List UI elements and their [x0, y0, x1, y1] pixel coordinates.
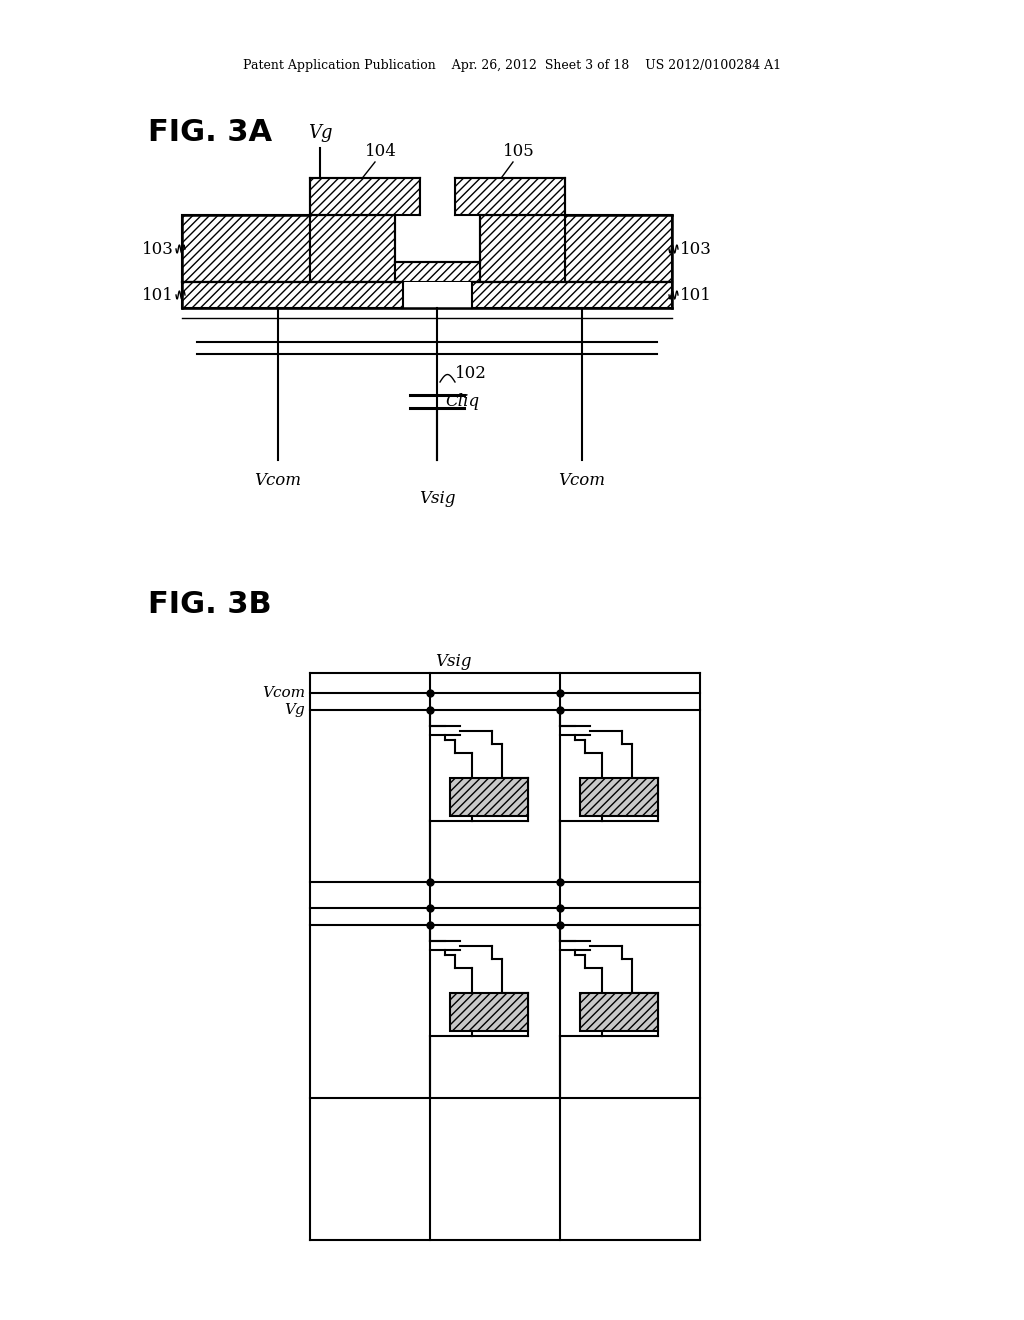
Text: FIG. 3B: FIG. 3B — [148, 590, 271, 619]
Bar — [450, 993, 528, 1031]
Text: Vcom: Vcom — [558, 473, 605, 488]
Text: 101: 101 — [142, 286, 174, 304]
Bar — [580, 993, 658, 1031]
Bar — [310, 215, 395, 282]
Bar — [420, 178, 455, 215]
Text: 104: 104 — [365, 143, 397, 160]
Bar — [565, 215, 672, 282]
Text: Cliq: Cliq — [445, 393, 479, 411]
Bar — [182, 319, 672, 370]
Text: FIG. 3A: FIG. 3A — [148, 117, 272, 147]
Text: 102: 102 — [455, 366, 486, 381]
Bar — [403, 282, 472, 308]
Bar — [182, 282, 672, 308]
Text: Vcom: Vcom — [262, 686, 305, 700]
Bar — [310, 178, 420, 215]
Bar — [580, 777, 658, 816]
Bar — [395, 261, 480, 282]
Text: 105: 105 — [503, 143, 535, 160]
Text: Vg: Vg — [308, 124, 332, 143]
Text: 101: 101 — [680, 286, 712, 304]
Bar — [182, 215, 310, 282]
Bar — [480, 215, 565, 282]
Bar — [455, 178, 565, 215]
Bar — [450, 777, 528, 816]
Text: Vsig: Vsig — [419, 490, 456, 507]
Text: Patent Application Publication    Apr. 26, 2012  Sheet 3 of 18    US 2012/010028: Patent Application Publication Apr. 26, … — [243, 58, 781, 71]
Text: 103: 103 — [142, 240, 174, 257]
Text: Vg: Vg — [285, 704, 305, 717]
Text: Vcom: Vcom — [255, 473, 301, 488]
Text: 103: 103 — [680, 240, 712, 257]
Text: Vsig: Vsig — [435, 653, 471, 671]
